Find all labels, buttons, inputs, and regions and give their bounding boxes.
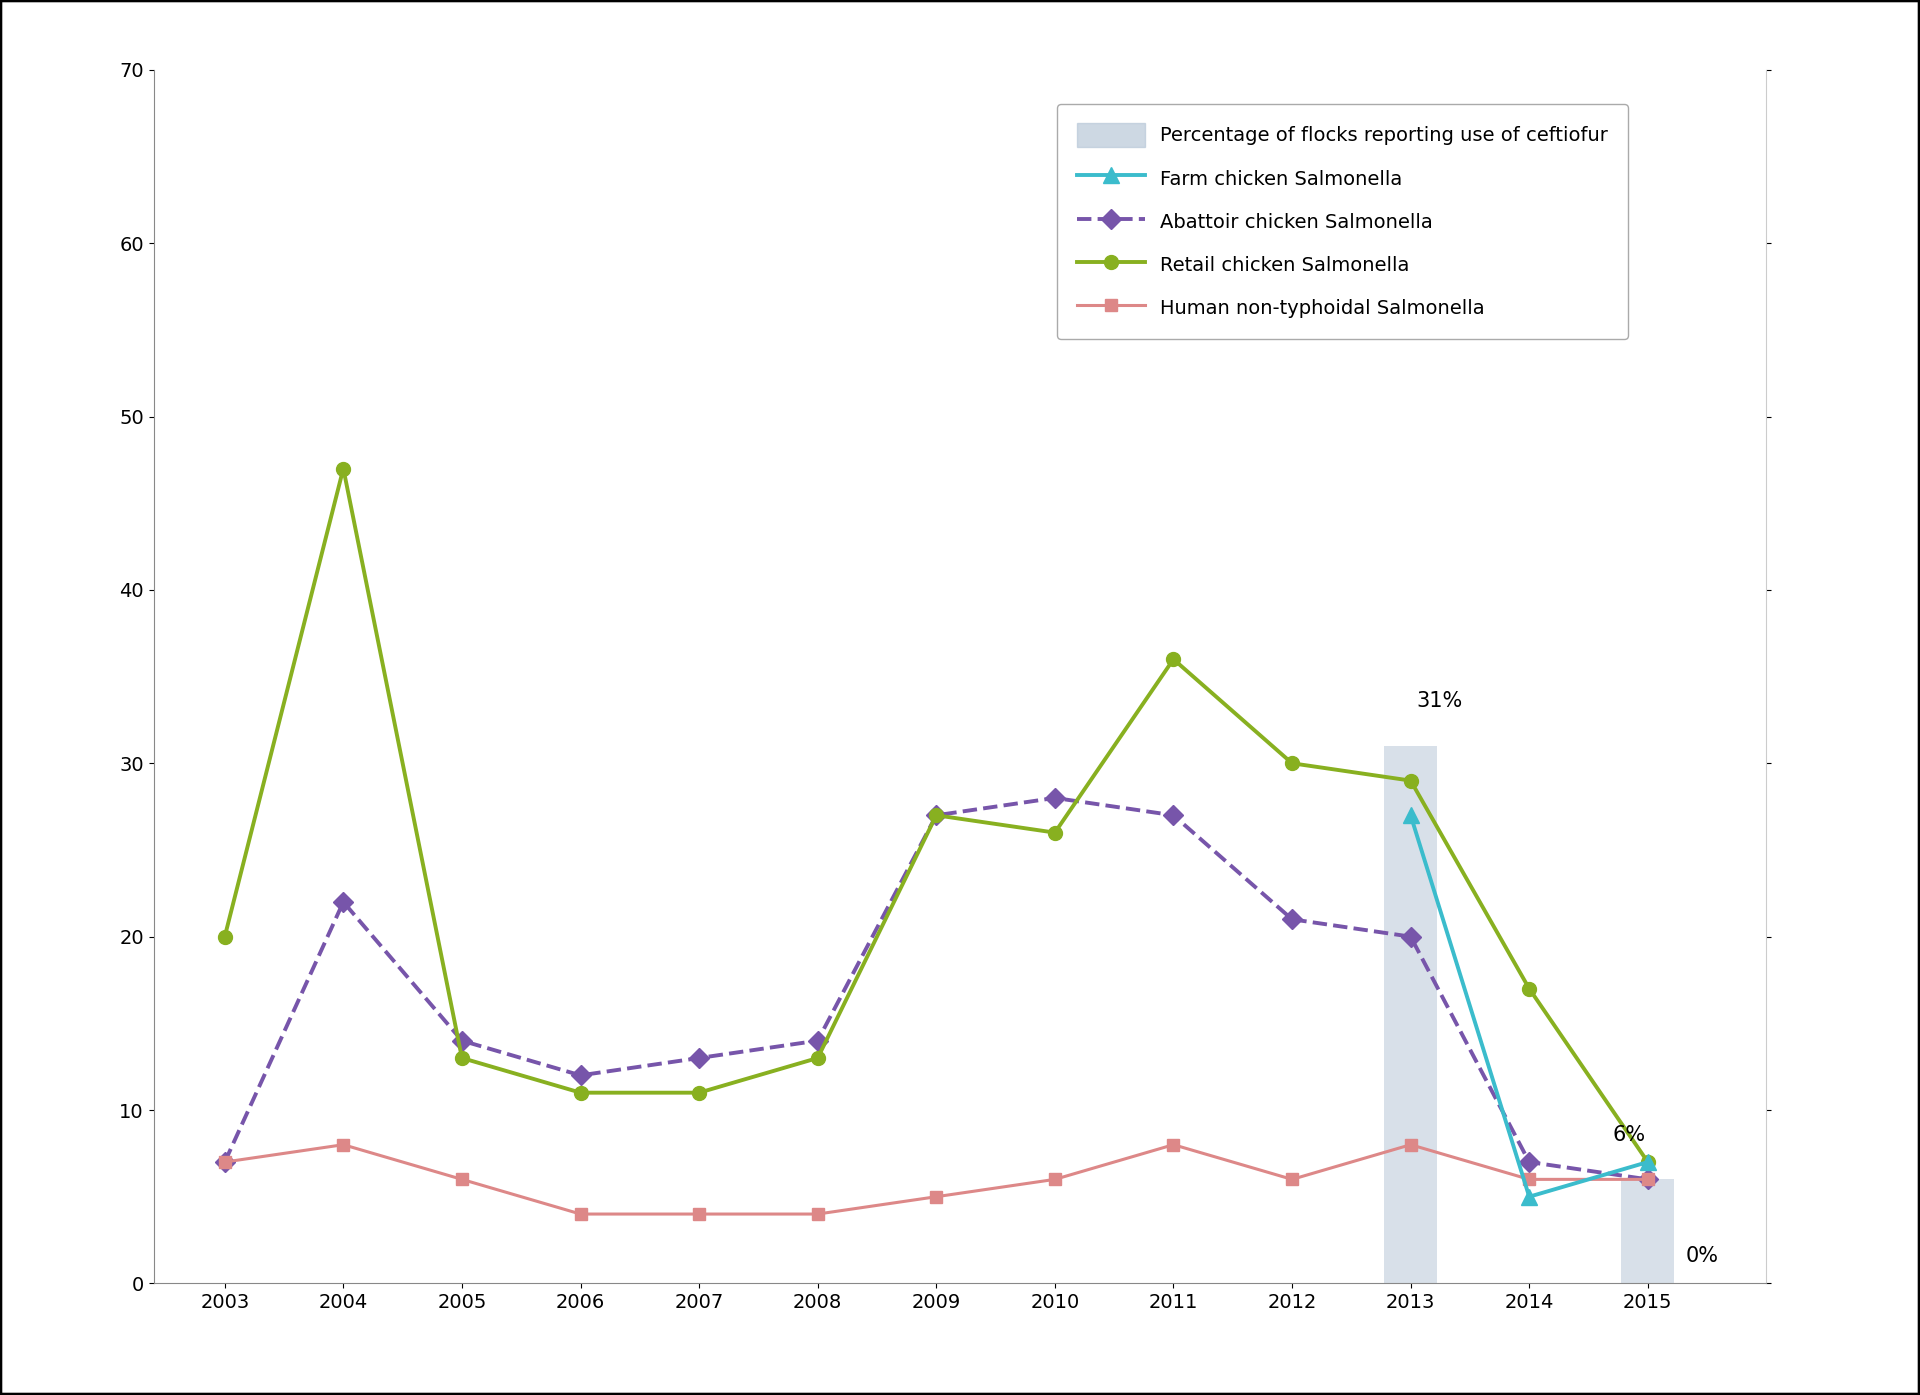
Line: Retail chicken Salmonella: Retail chicken Salmonella [217,462,1655,1169]
Human non-typhoidal Salmonella [1162,1137,1185,1154]
Retail chicken Salmonella [1517,981,1540,997]
Human non-typhoidal Salmonella [332,1137,355,1154]
Human non-typhoidal Salmonella [568,1205,591,1222]
Retail chicken Salmonella [1400,773,1423,790]
Retail chicken Salmonella [1162,651,1185,668]
Retail chicken Salmonella [213,928,236,944]
Abattoir chicken Salmonella [1281,911,1304,928]
Human non-typhoidal Salmonella [687,1205,710,1222]
Text: 6%: 6% [1613,1124,1645,1145]
Human non-typhoidal Salmonella [806,1205,829,1222]
Human non-typhoidal Salmonella [1636,1170,1659,1187]
Retail chicken Salmonella [925,806,948,823]
Line: Farm chicken Salmonella: Farm chicken Salmonella [1404,808,1655,1204]
Line: Human non-typhoidal Salmonella: Human non-typhoidal Salmonella [219,1138,1653,1221]
Retail chicken Salmonella [332,460,355,477]
Text: 0%: 0% [1686,1246,1718,1267]
Abattoir chicken Salmonella [1400,928,1423,944]
Retail chicken Salmonella [451,1049,474,1066]
Abattoir chicken Salmonella [451,1032,474,1049]
Abattoir chicken Salmonella [1636,1170,1659,1187]
Human non-typhoidal Salmonella [1517,1170,1540,1187]
Human non-typhoidal Salmonella [213,1154,236,1170]
Farm chicken Salmonella [1636,1154,1659,1170]
Legend: Percentage of flocks reporting use of ceftiofur, Farm chicken Salmonella, Abatto: Percentage of flocks reporting use of ce… [1058,103,1628,339]
Human non-typhoidal Salmonella [1281,1170,1304,1187]
Line: Abattoir chicken Salmonella: Abattoir chicken Salmonella [217,791,1655,1186]
Human non-typhoidal Salmonella [1043,1170,1066,1187]
Retail chicken Salmonella [568,1084,591,1101]
Human non-typhoidal Salmonella [1400,1137,1423,1154]
Human non-typhoidal Salmonella [451,1170,474,1187]
Bar [1384,746,1438,1283]
Retail chicken Salmonella [806,1049,829,1066]
Farm chicken Salmonella [1400,806,1423,823]
Abattoir chicken Salmonella [925,806,948,823]
Abattoir chicken Salmonella [568,1067,591,1084]
Abattoir chicken Salmonella [687,1049,710,1066]
Abattoir chicken Salmonella [213,1154,236,1170]
Text: 31%: 31% [1417,692,1463,711]
Abattoir chicken Salmonella [1162,806,1185,823]
Retail chicken Salmonella [1636,1154,1659,1170]
Bar [1620,1179,1674,1283]
Human non-typhoidal Salmonella [925,1189,948,1205]
Abattoir chicken Salmonella [1043,790,1066,806]
Retail chicken Salmonella [687,1084,710,1101]
Abattoir chicken Salmonella [332,894,355,911]
Farm chicken Salmonella [1517,1189,1540,1205]
Abattoir chicken Salmonella [806,1032,829,1049]
Retail chicken Salmonella [1281,755,1304,771]
Abattoir chicken Salmonella [1517,1154,1540,1170]
Retail chicken Salmonella [1043,824,1066,841]
